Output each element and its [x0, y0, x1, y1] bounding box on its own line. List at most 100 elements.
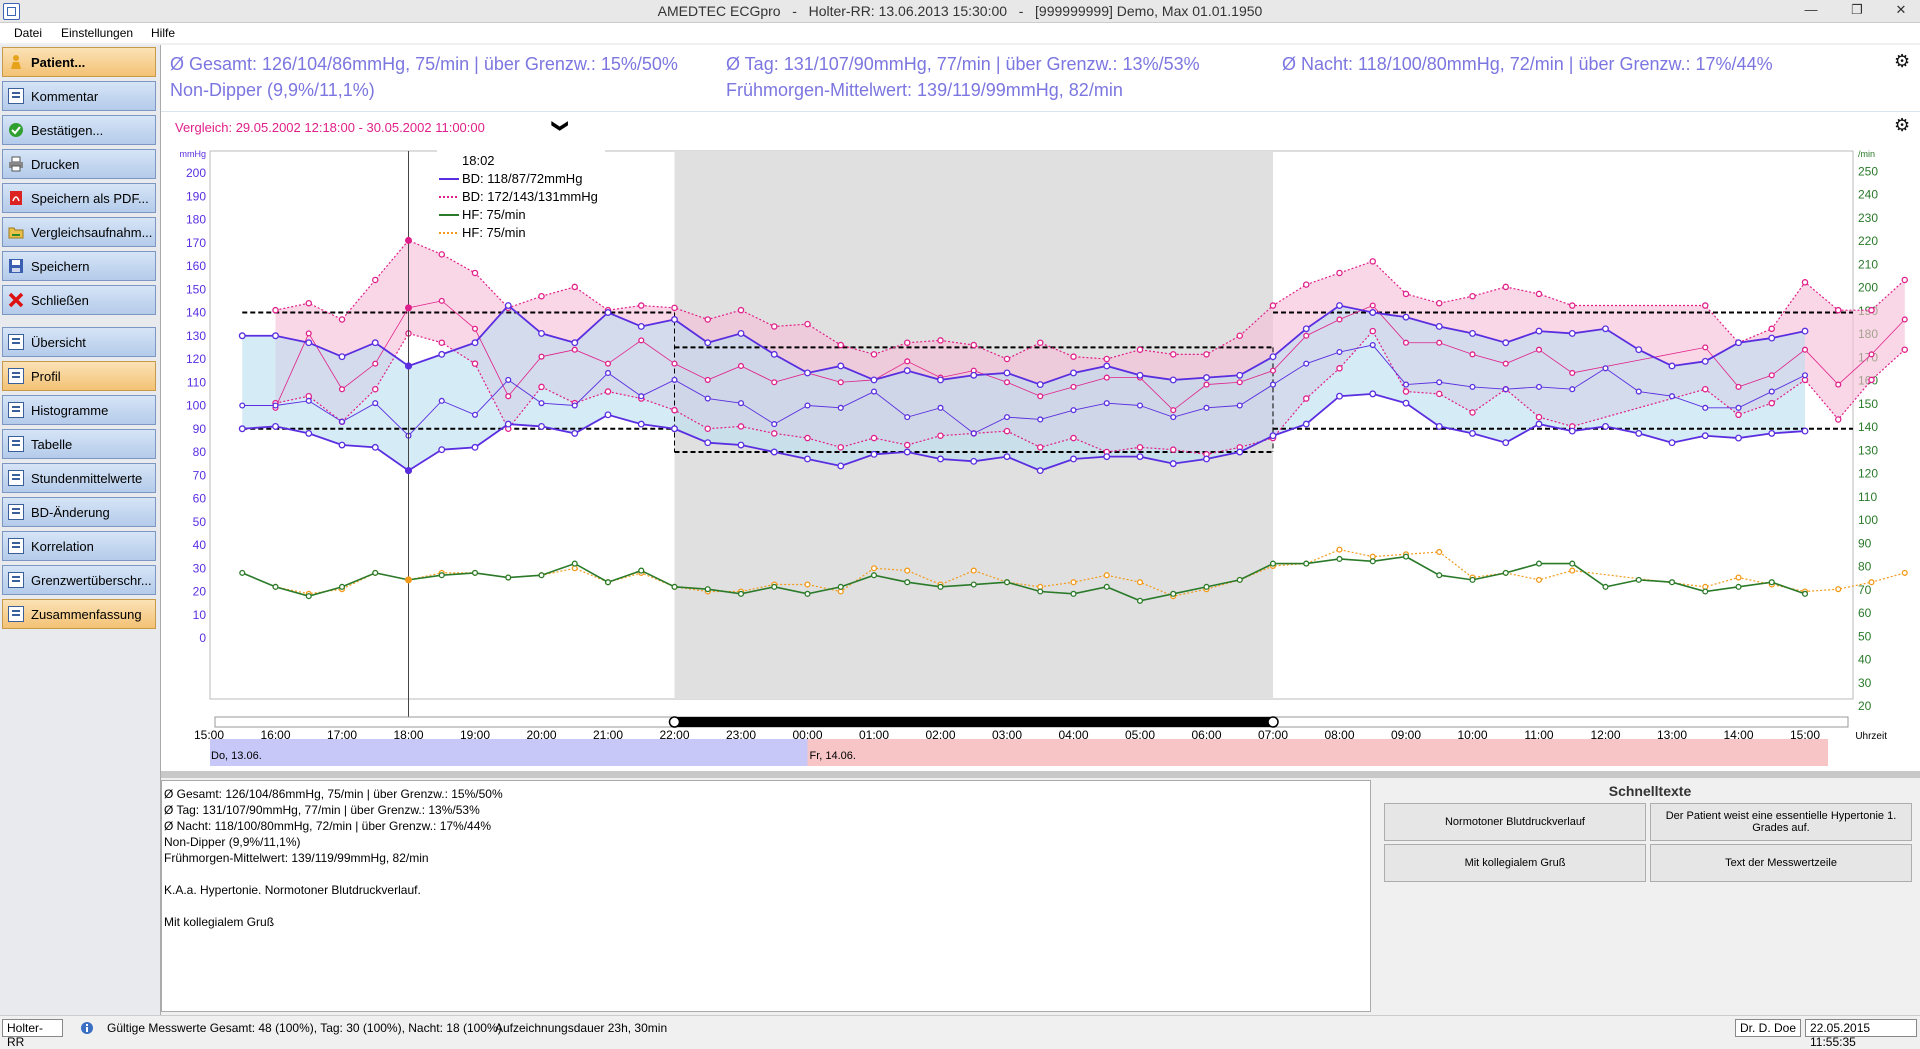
nav-bd-aenderung[interactable]: BD-Änderung [2, 497, 156, 527]
cursor-marker [405, 236, 412, 244]
bp-compare-point [1569, 369, 1576, 377]
legend-hf-compare-swatch [439, 232, 459, 234]
vergleichsaufnahme-button[interactable]: Vergleichsaufnahm... [2, 217, 156, 247]
bp-current-point [904, 414, 911, 421]
bp-current-point [837, 462, 845, 470]
hr-current-point [1136, 597, 1144, 604]
bp-current-point [1535, 383, 1543, 390]
bp-current-point [338, 353, 346, 361]
bp-compare-point [704, 376, 711, 383]
menu-datei[interactable]: Datei [14, 26, 43, 40]
restore-button[interactable]: ❐ [1851, 2, 1863, 17]
hr-current-point [970, 581, 977, 588]
hr-compare-point [1136, 579, 1144, 586]
pdf-button[interactable]: Speichern als PDF... [2, 183, 156, 213]
hr-current-point [870, 572, 878, 579]
quicktext-normoton-button[interactable]: Normotoner Blutdruckverlauf [1384, 803, 1646, 841]
quicktext-messwertzeile-button[interactable]: Text der Messwertzeile [1650, 844, 1912, 882]
nav-tabelle[interactable]: Tabelle [2, 429, 156, 459]
bp-current-point [1169, 460, 1177, 468]
schliessen-button[interactable]: Schließen [2, 285, 156, 315]
bp-current-point [970, 430, 977, 437]
close-icon [8, 292, 24, 308]
hr-current-point [1170, 590, 1177, 597]
nav-stundenmittelwerte[interactable]: Stundenmittelwerte [2, 463, 156, 493]
bp-current-point [1070, 455, 1077, 463]
date-label: Do, 13.06. [211, 750, 262, 762]
bp-compare-point [1103, 355, 1111, 363]
summary-line: K.A.a. Hypertonie. Normotoner Blutdruckv… [164, 883, 421, 897]
summary-text-area[interactable]: Ø Gesamt: 126/104/86mmHg, 75/min | über … [161, 780, 1371, 1012]
bp-current-point [438, 397, 445, 404]
left-tick-label: 190 [186, 189, 206, 203]
hr-current-point [638, 567, 645, 574]
bp-compare-point [1702, 385, 1709, 393]
bp-current-point [1635, 388, 1642, 395]
menu-einstellungen[interactable]: Einstellungen [61, 26, 134, 40]
bp-current-point [1436, 379, 1443, 386]
bp-current-point [1236, 402, 1243, 409]
close-window-button[interactable]: ✕ [1895, 2, 1907, 17]
cursor-marker [405, 362, 412, 370]
day-strip [210, 739, 808, 766]
nav-stundenmittelwerte-label: Stundenmittelwerte [31, 471, 143, 486]
bp-current-point [1602, 365, 1609, 372]
bp-current-point [604, 369, 612, 377]
hr-current-point [1269, 560, 1277, 567]
x-tick-label: 04:00 [1058, 728, 1088, 742]
right-tick-label: 70 [1858, 583, 1872, 597]
quicktext-hypertonie-button[interactable]: Der Patient weist eine essentielle Hyper… [1650, 803, 1912, 841]
bp-current-point [1103, 362, 1111, 370]
drucken-button[interactable]: Drucken [2, 149, 156, 179]
blood-pressure-chart[interactable]: 0 10 20 30 40 50 60 70 80 90 100 110 120 130 140 150 160… [161, 141, 1920, 771]
x-tick-label: 09:00 [1391, 728, 1421, 742]
bp-current-point [1701, 432, 1709, 440]
bp-compare-point [1535, 346, 1543, 353]
nav-grenzwertueberschreitung[interactable]: Grenzwertüberschr... [2, 565, 156, 595]
quicktext-gruss-button[interactable]: Mit kollegialem Gruß [1384, 844, 1646, 882]
right-tick-label: 140 [1858, 420, 1878, 434]
day-strip [807, 739, 1828, 766]
right-tick-label: 250 [1858, 164, 1878, 178]
minimize-button[interactable]: — [1804, 2, 1818, 17]
bp-compare-point [1835, 381, 1842, 388]
bp-compare-point [1003, 427, 1011, 435]
report-icon [8, 470, 24, 486]
left-tick-label: 110 [187, 375, 206, 389]
speichern-button[interactable]: Speichern [2, 251, 156, 281]
bp-compare-point [970, 341, 978, 349]
nav-uebersicht[interactable]: Übersicht [2, 327, 156, 357]
status-doctor: Dr. D. Doe [1735, 1019, 1801, 1037]
patient-button[interactable]: Patient... [2, 47, 156, 77]
bp-current-point [1037, 416, 1044, 423]
hr-current-point [837, 583, 844, 590]
panel-splitter[interactable] [161, 771, 1920, 778]
bp-current-point [272, 402, 279, 409]
nav-profil[interactable]: Profil [2, 361, 156, 391]
bp-current-point [505, 376, 512, 383]
bp-compare-point [1402, 290, 1410, 298]
stat-tag: Ø Tag: 131/107/90mmHg, 77/min | über Gre… [726, 54, 1200, 74]
nav-zusammenfassung[interactable]: Zusammenfassung [2, 599, 156, 629]
bp-current-point [1569, 386, 1576, 393]
chevron-down-icon[interactable]: ❯ [551, 119, 569, 133]
bp-current-point [1036, 381, 1044, 389]
bestaetigen-button[interactable]: Bestätigen... [2, 115, 156, 145]
menu-hilfe[interactable]: Hilfe [151, 26, 176, 40]
nav-korrelation[interactable]: Korrelation [2, 531, 156, 561]
status-duration: Aufzeichnungsdauer 23h, 30min [495, 1021, 668, 1035]
chart-gear-icon[interactable]: ⚙ [1894, 115, 1911, 135]
nav-histogramme[interactable]: Histogramme [2, 395, 156, 425]
right-tick-label: 210 [1858, 257, 1878, 271]
nav-zusammenfassung-label: Zusammenfassung [31, 607, 142, 622]
tooltip-row: HF: 75/min [437, 207, 605, 223]
tooltip-row: HF: 75/min [437, 225, 605, 241]
header-gear-icon[interactable]: ⚙ [1894, 51, 1911, 71]
left-tick-label: 160 [186, 259, 206, 273]
bp-current-point [837, 404, 844, 411]
bp-current-point [1502, 386, 1509, 393]
bp-compare-point [1868, 351, 1875, 358]
kommentar-button[interactable]: Kommentar [2, 81, 156, 111]
right-tick-label: 60 [1858, 606, 1872, 620]
bp-compare-point [371, 276, 379, 284]
